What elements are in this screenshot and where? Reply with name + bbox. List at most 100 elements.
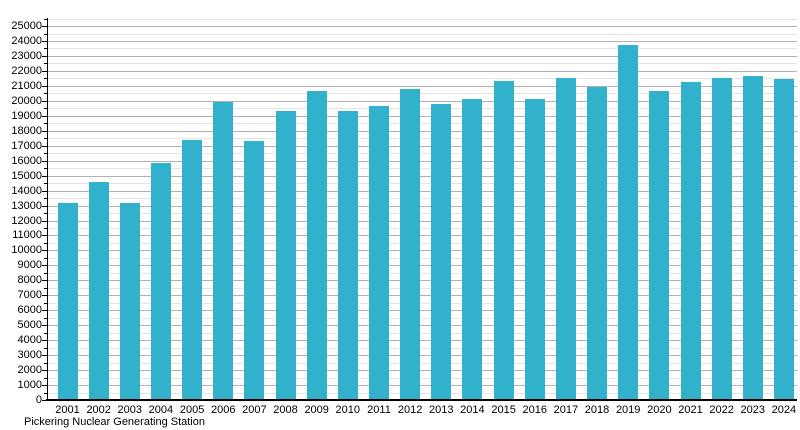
y-axis-minor-tick — [44, 213, 47, 214]
y-axis-label: 4000 — [17, 334, 42, 347]
y-axis-minor-tick — [44, 18, 47, 20]
gridline-major — [47, 130, 797, 132]
gridline-major — [47, 175, 797, 177]
y-axis-minor-tick — [44, 302, 47, 304]
bar-2002 — [88, 182, 109, 400]
y-axis-major-tick — [42, 235, 47, 237]
y-axis-minor-tick — [44, 108, 47, 110]
y-axis-label: 16000 — [11, 154, 42, 167]
year-label-2021: 2021 — [678, 404, 703, 416]
year-label-2022: 2022 — [709, 404, 734, 416]
y-axis-label: 0 — [35, 394, 42, 406]
bar-2003 — [119, 203, 140, 400]
gridline-minor — [47, 108, 797, 110]
y-axis-major-tick — [42, 26, 47, 27]
year-label-2010: 2010 — [335, 404, 361, 416]
gridline-minor — [47, 347, 797, 349]
gridline-minor — [47, 153, 797, 155]
bar-2021 — [680, 82, 701, 400]
y-axis-minor-tick — [44, 242, 47, 244]
year-label-2024: 2024 — [771, 404, 797, 416]
year-label-2008: 2008 — [273, 404, 298, 416]
y-axis-major-tick — [42, 160, 47, 162]
gridline-minor — [47, 78, 797, 80]
year-label-2017: 2017 — [553, 404, 579, 416]
y-axis-major-tick — [42, 190, 47, 192]
gridline-minor — [47, 123, 797, 125]
gridline-minor — [47, 228, 797, 229]
gridline-major — [47, 250, 797, 252]
gridline-minor — [47, 198, 797, 199]
gridline-minor — [47, 392, 797, 394]
year-label-2019: 2019 — [615, 404, 641, 416]
year-label-2002: 2002 — [86, 404, 111, 416]
y-axis-major-tick — [42, 340, 47, 342]
y-axis-minor-tick — [44, 78, 47, 80]
y-axis-major-tick — [42, 355, 47, 357]
y-axis-major-tick — [42, 175, 47, 177]
year-label-2007: 2007 — [242, 404, 267, 416]
y-axis-minor-tick — [44, 63, 47, 65]
bar-2024 — [773, 79, 794, 400]
gridline-major — [47, 205, 797, 207]
y-axis-label: 13000 — [11, 199, 42, 212]
y-axis-minor-tick — [44, 257, 47, 259]
y-axis-major-tick — [42, 310, 47, 312]
y-axis-major-tick — [42, 70, 47, 72]
bar-2013 — [431, 103, 452, 400]
bar-2015 — [493, 80, 514, 400]
year-label-2013: 2013 — [429, 404, 454, 416]
gridline-minor — [47, 362, 797, 364]
bar-2009 — [306, 91, 327, 400]
y-axis-label: 21000 — [11, 79, 42, 92]
y-axis-label: 19000 — [11, 109, 42, 122]
bar-2016 — [524, 99, 545, 400]
y-axis-minor-tick — [44, 198, 47, 199]
y-axis-major-tick — [42, 115, 47, 117]
year-label-2001: 2001 — [55, 404, 80, 416]
gridline-minor — [47, 317, 797, 319]
gridline-major — [47, 340, 797, 342]
gridline-minor — [47, 377, 797, 379]
year-label-2006: 2006 — [211, 404, 236, 416]
y-axis-minor-tick — [44, 287, 47, 289]
y-axis-label: 25000 — [11, 20, 42, 32]
gridline-minor — [47, 33, 797, 35]
y-axis-label: 24000 — [11, 35, 42, 47]
y-axis-minor-tick — [44, 48, 47, 50]
y-axis-label: 6000 — [17, 304, 42, 317]
y-axis-label: 1000 — [17, 379, 42, 391]
y-axis-major-tick — [42, 325, 47, 327]
bar-2018 — [587, 86, 607, 400]
gridline-minor — [47, 138, 797, 140]
gridline-major — [47, 145, 797, 147]
gridline-minor — [47, 302, 797, 304]
bar-2017 — [555, 77, 576, 400]
y-axis-minor-tick — [44, 138, 47, 140]
y-axis-minor-tick — [44, 317, 47, 319]
y-axis-minor-tick — [44, 168, 47, 170]
y-axis-label: 9000 — [17, 259, 42, 272]
bar-2006 — [213, 101, 234, 400]
y-axis-label: 18000 — [11, 124, 42, 137]
bar-2008 — [275, 111, 296, 400]
gridline-minor — [47, 48, 797, 50]
gridline-major — [47, 385, 797, 386]
gridline-major — [47, 310, 797, 312]
gridline-major — [47, 70, 797, 72]
y-axis-minor-tick — [44, 93, 47, 95]
gridline-minor — [47, 213, 797, 214]
bar-2010 — [337, 111, 358, 400]
gridline-minor — [47, 168, 797, 170]
y-axis-line — [47, 18, 48, 401]
y-axis-minor-tick — [44, 377, 47, 379]
y-axis-label: 12000 — [11, 214, 42, 227]
y-axis-major-tick — [42, 385, 47, 386]
year-label-2012: 2012 — [397, 404, 423, 416]
gridline-minor — [47, 332, 797, 334]
chart-caption: Pickering Nuclear Generating Station — [24, 416, 205, 428]
gridline-major — [47, 100, 797, 102]
y-axis-label: 15000 — [11, 169, 42, 182]
gridline-minor — [47, 242, 797, 244]
